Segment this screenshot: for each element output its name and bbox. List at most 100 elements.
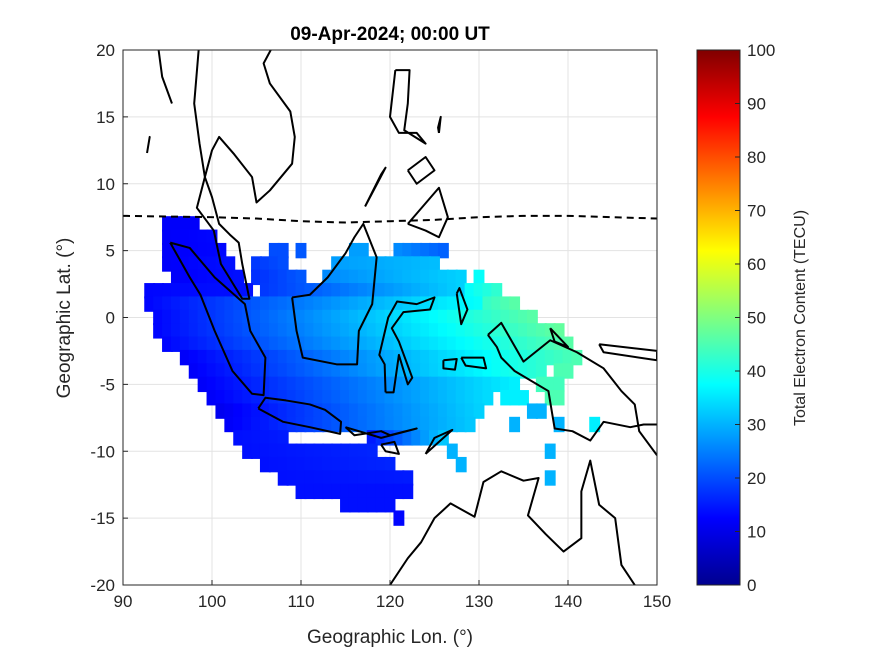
tec-cell xyxy=(277,470,289,486)
tec-cell xyxy=(491,363,503,379)
tec-cell xyxy=(242,363,254,379)
x-axis-label: Geographic Lon. (°) xyxy=(307,627,473,648)
tec-cell xyxy=(251,403,262,419)
coastline xyxy=(407,186,449,239)
tec-cell xyxy=(348,256,360,272)
tec-cell xyxy=(402,336,414,352)
tec-cell xyxy=(455,390,467,406)
tec-cell xyxy=(242,416,254,433)
tec-cell xyxy=(188,269,200,286)
tec-cell xyxy=(402,470,414,486)
tec-cell xyxy=(437,269,449,286)
tec-cell xyxy=(366,390,378,406)
tec-cell xyxy=(340,309,351,326)
tec-cell xyxy=(340,349,351,366)
tec-cell xyxy=(162,309,173,326)
tec-cell xyxy=(268,376,280,393)
tec-cell xyxy=(304,336,316,352)
y-axis-label: Geographic Lat. (°) xyxy=(54,238,75,399)
tec-cell xyxy=(242,390,254,406)
tec-cell xyxy=(446,283,458,299)
tec-cell xyxy=(313,309,325,326)
tec-cell xyxy=(535,363,547,379)
y-tick-label: -15 xyxy=(90,509,115,528)
tec-cell xyxy=(242,376,254,393)
tec-cell xyxy=(251,430,262,446)
tec-cell xyxy=(340,269,351,286)
tec-cell xyxy=(357,470,369,486)
tec-cell xyxy=(375,403,387,419)
tec-cell xyxy=(188,216,200,232)
tec-cell xyxy=(402,416,414,433)
tec-cell xyxy=(304,403,316,419)
tec-cell xyxy=(268,242,280,259)
tec-cell xyxy=(179,269,191,286)
tec-cell xyxy=(357,483,369,500)
tec-cell xyxy=(162,323,173,339)
tec-cell xyxy=(233,269,245,286)
tec-cell xyxy=(500,349,512,366)
tec-cell xyxy=(295,470,307,486)
tec-cell xyxy=(446,376,458,393)
tec-cell xyxy=(348,470,360,486)
tec-cell xyxy=(197,363,209,379)
tec-cell xyxy=(233,363,245,379)
tec-cell xyxy=(295,390,307,406)
coastline xyxy=(455,287,469,326)
tec-cell xyxy=(482,323,494,339)
tec-cell xyxy=(375,470,387,486)
colorbar-tick-label: 60 xyxy=(747,255,766,274)
tec-cell xyxy=(366,336,378,352)
tec-cell xyxy=(357,403,369,419)
tec-cell xyxy=(357,349,369,366)
tec-cell xyxy=(251,323,262,339)
tec-cell xyxy=(348,363,360,379)
tec-cell xyxy=(348,283,360,299)
tec-cell xyxy=(224,376,236,393)
tec-cell xyxy=(375,376,387,393)
tec-cell xyxy=(464,416,476,433)
tec-cell xyxy=(304,443,316,459)
tec-cell xyxy=(348,242,360,259)
colorbar-tick-label: 20 xyxy=(747,469,766,488)
tec-cell xyxy=(437,363,449,379)
tec-cell xyxy=(277,390,289,406)
y-axis-ticks: 20 15 10 5 0 -5 -10 -15 -20 xyxy=(90,41,128,595)
coastline xyxy=(406,156,436,185)
tec-cell xyxy=(437,390,449,406)
tec-cell xyxy=(437,416,449,433)
tec-cell xyxy=(188,309,200,326)
tec-cell xyxy=(224,403,236,419)
colorbar-tick-label: 70 xyxy=(747,202,766,221)
tec-cell xyxy=(348,376,360,393)
tec-cell xyxy=(473,323,485,339)
tec-cell xyxy=(206,283,218,299)
tec-cell xyxy=(340,443,351,459)
tec-cell xyxy=(535,349,547,366)
tec-cell xyxy=(491,349,503,366)
tec-cell xyxy=(322,470,334,486)
tec-cell xyxy=(322,443,334,459)
tec-cell xyxy=(544,443,556,459)
tec-cell xyxy=(295,443,307,459)
tec-cell xyxy=(242,296,254,312)
tec-cell xyxy=(482,349,494,366)
tec-cell xyxy=(464,363,476,379)
tec-cell xyxy=(268,269,280,286)
tec-cell xyxy=(571,349,583,366)
tec-cell xyxy=(313,483,325,500)
tec-cell xyxy=(348,390,360,406)
tec-cell xyxy=(295,403,307,419)
tec-cell xyxy=(322,309,334,326)
tec-cell xyxy=(197,283,209,299)
tec-cell xyxy=(526,349,538,366)
tec-cell xyxy=(340,323,351,339)
coastline xyxy=(146,135,151,154)
tec-cell xyxy=(322,323,334,339)
tec-cell xyxy=(304,349,316,366)
tec-cell xyxy=(518,336,529,352)
tec-cell xyxy=(420,416,432,433)
tec-cell xyxy=(331,269,343,286)
tec-cell xyxy=(384,296,396,312)
tec-cell xyxy=(384,323,396,339)
